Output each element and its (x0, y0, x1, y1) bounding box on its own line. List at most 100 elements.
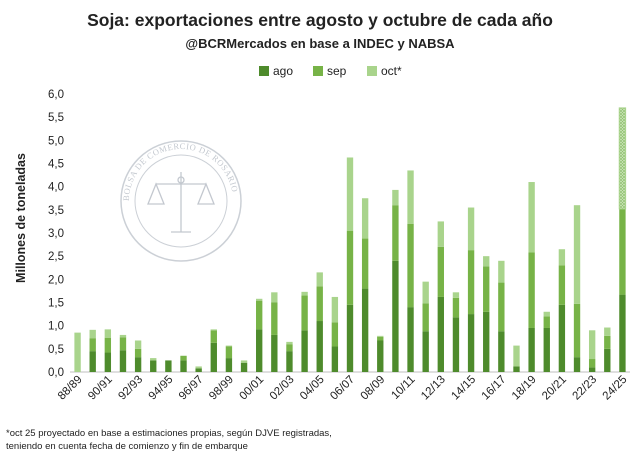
bar-ago-96-97 (195, 368, 202, 372)
bar-sep-10-11 (407, 223, 414, 308)
bar-ago-08-09 (377, 340, 384, 372)
legend-swatch (259, 66, 269, 76)
chart-title: Soja: exportaciones entre agosto y octub… (87, 10, 553, 30)
bar-ago-00-01 (256, 329, 263, 372)
bar-ago-90-91 (104, 352, 112, 372)
bar-ago-92-93 (134, 357, 142, 372)
bar-oct-03-04 (301, 291, 308, 296)
bar-ago-89-90 (89, 351, 96, 372)
bar-oct-13-14 (452, 292, 460, 298)
bar-ago-09-10 (392, 260, 399, 372)
bar-sep-07-08 (361, 238, 369, 289)
x-tick-label: 92/93 (116, 374, 145, 403)
bar-oct-04-05 (316, 272, 323, 287)
bar-sep-15-16 (483, 266, 490, 312)
bar-ago-18-19 (528, 327, 535, 372)
y-axis-label: Millones de toneladas (14, 153, 28, 283)
bar-sep-03-04 (301, 295, 308, 331)
legend-label: oct* (381, 64, 402, 78)
bar-ago-19-20 (543, 327, 550, 372)
bar-sep-20-21 (558, 265, 566, 305)
bar-ago-04-05 (316, 321, 323, 372)
bar-oct-07-08 (361, 198, 369, 239)
bar-sep-19-20 (543, 316, 550, 328)
bar-oct-16-17 (498, 260, 505, 283)
bar-oct-93-94 (150, 358, 157, 361)
bar-ago-20-21 (558, 304, 566, 372)
bar-oct-91-92 (119, 334, 127, 338)
bar-ago-99-00 (240, 362, 248, 372)
bar-oct-24-25 (618, 107, 627, 210)
bar-oct-02-03 (286, 341, 293, 345)
bar-oct-99-00 (240, 360, 248, 363)
x-tick-label: 22/23 (570, 374, 599, 403)
bar-ago-05-06 (331, 346, 339, 372)
bar-sep-14-15 (467, 250, 475, 315)
bar-sep-97-98 (210, 330, 217, 343)
bars (74, 107, 627, 372)
bar-sep-12-13 (437, 246, 444, 297)
x-tick-label: 24/25 (601, 374, 630, 403)
bar-ago-98-99 (225, 358, 233, 372)
bar-ago-93-94 (150, 360, 157, 372)
bar-ago-01-02 (271, 334, 278, 372)
bar-sep-16-17 (498, 282, 505, 332)
y-tick-label: 5,0 (48, 135, 64, 147)
bar-sep-92-93 (134, 348, 142, 358)
bar-oct-12-13 (437, 221, 444, 247)
bar-ago-07-08 (361, 288, 369, 372)
bar-sep-13-14 (452, 297, 460, 318)
bar-ago-94-95 (165, 360, 172, 372)
bar-sep-00-01 (256, 300, 263, 330)
bar-ago-16-17 (498, 331, 505, 372)
bar-oct-14-15 (467, 207, 475, 251)
bar-oct-90-91 (104, 329, 112, 338)
y-tick-label: 6,0 (48, 89, 64, 101)
bar-ago-24-25 (619, 294, 626, 372)
legend-swatch (367, 66, 377, 76)
bar-oct-06-07 (346, 157, 354, 231)
bar-ago-15-16 (483, 311, 490, 372)
y-tick-label: 2,5 (48, 251, 64, 263)
bar-sep-06-07 (346, 230, 354, 305)
x-tick-label: 96/97 (177, 374, 206, 403)
y-tick-label: 0,5 (48, 344, 64, 356)
bar-ago-95-96 (180, 360, 187, 372)
bar-oct-08-09 (377, 335, 384, 337)
bar-oct-10-11 (407, 170, 414, 224)
x-tick-label: 98/99 (207, 374, 236, 403)
x-axis-ticks: 88/89 90/91 92/93 94/95 96/97 98/99 00/01 02/03… (56, 374, 630, 403)
bar-ago-02-03 (286, 351, 293, 372)
y-tick-label: 5,5 (48, 112, 64, 124)
bar-sep-21-22 (573, 303, 581, 358)
bar-sep-08-09 (377, 336, 384, 341)
bar-sep-05-06 (331, 322, 339, 347)
bar-sep-01-02 (271, 302, 278, 335)
bar-oct-01-02 (271, 292, 278, 303)
bar-ago-22-23 (588, 367, 596, 372)
bar-oct-00-01 (256, 298, 263, 301)
x-tick-label: 18/19 (510, 374, 539, 403)
bar-oct-97-98 (210, 329, 217, 331)
footnote-line-1: *oct 25 proyectado en base a estimacione… (6, 428, 332, 439)
y-tick-label: 0,0 (48, 367, 64, 379)
y-tick-label: 1,0 (48, 321, 64, 333)
chart-subtitle: @BCRMercados en base a INDEC y NABSA (185, 36, 455, 51)
bcr-seal-watermark: BOLSA DE COMERCIO DE ROSARIO (120, 140, 242, 262)
bar-oct-23-24 (604, 327, 611, 336)
x-tick-label: 12/13 (419, 374, 448, 403)
bar-oct-88-89 (74, 332, 81, 372)
bar-ago-06-07 (346, 304, 354, 372)
y-tick-label: 3,0 (48, 228, 64, 240)
bar-oct-96-97 (195, 366, 202, 369)
bar-oct-15-16 (483, 256, 490, 267)
x-tick-label: 04/05 (298, 374, 327, 403)
footnote-line-2: teniendo en cuenta fecha de comienzo y f… (6, 441, 248, 452)
y-tick-label: 1,5 (48, 298, 64, 310)
bar-oct-19-20 (543, 311, 550, 317)
bar-ago-97-98 (210, 342, 217, 372)
bar-oct-89-90 (89, 329, 96, 339)
bar-sep-98-99 (225, 346, 233, 359)
bar-ago-13-14 (452, 317, 460, 372)
